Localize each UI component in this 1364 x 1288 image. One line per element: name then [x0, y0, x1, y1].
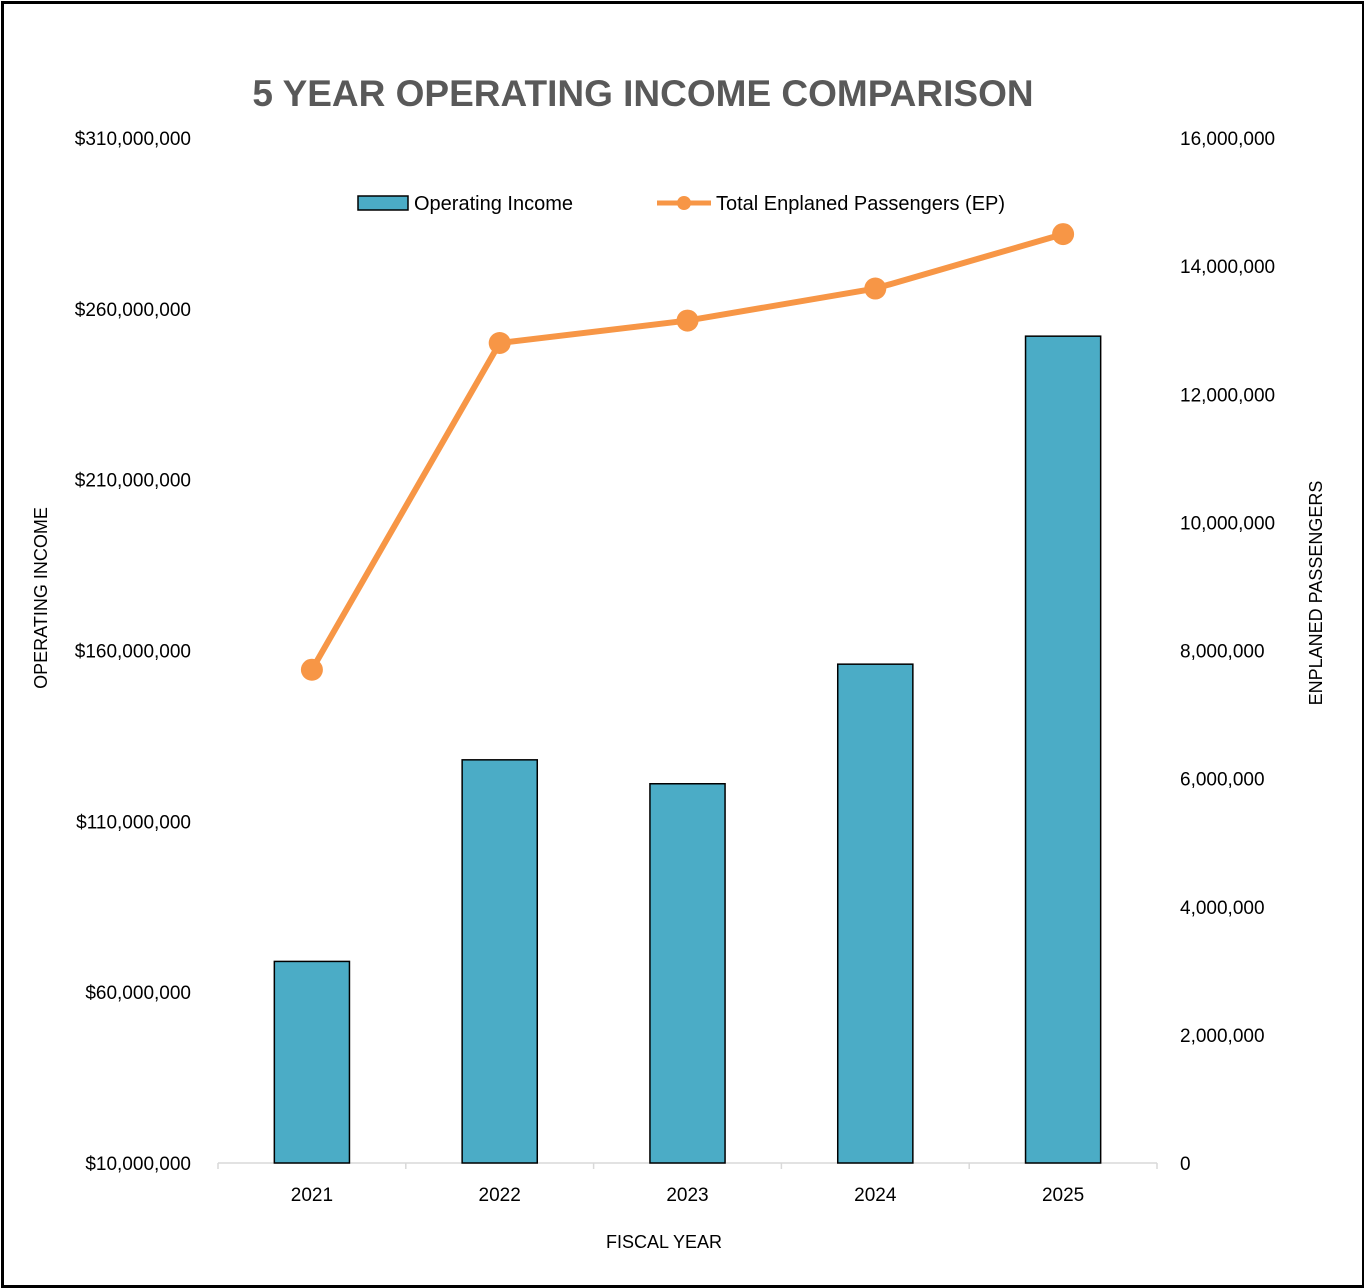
- x-tick-label: 2024: [854, 1185, 897, 1206]
- point-enplaned-passengers: [1052, 223, 1075, 246]
- right-tick-label: 16,000,000: [1180, 129, 1275, 150]
- line-enplaned-passengers: [309, 231, 1064, 672]
- line-series: [300, 223, 1075, 681]
- bar-operating-income: [1024, 335, 1102, 1164]
- right-tick-label: 6,000,000: [1180, 770, 1265, 791]
- bar-operating-income: [836, 663, 914, 1164]
- point-enplaned-passengers: [300, 658, 323, 681]
- right-tick-label: 12,000,000: [1180, 385, 1275, 406]
- x-axis: 2021 2022 2023 2024 2025: [217, 1162, 1158, 1206]
- point-enplaned-passengers: [864, 277, 887, 300]
- left-tick-label: $260,000,000: [75, 300, 191, 321]
- left-axis-ticks: $10,000,000 $60,000,000 $110,000,000 $160,0…: [75, 129, 191, 1175]
- right-axis-title: ENPLANED PASSENGERS: [1306, 481, 1326, 706]
- legend-label-operating-income: Operating Income: [414, 193, 573, 215]
- chart-title: 5 YEAR OPERATING INCOME COMPARISON: [252, 73, 1033, 114]
- bar-operating-income: [461, 759, 539, 1164]
- right-tick-label: 10,000,000: [1180, 513, 1275, 534]
- right-tick-label: 2,000,000: [1180, 1026, 1265, 1047]
- right-tick-label: 4,000,000: [1180, 898, 1265, 919]
- point-enplaned-passengers: [488, 332, 511, 354]
- right-axis-ticks: 0 2,000,000 4,000,000 6,000,000 8,000,000 10,…: [1180, 129, 1275, 1175]
- right-tick-label: 14,000,000: [1180, 257, 1275, 278]
- x-tick-label: 2021: [291, 1185, 333, 1206]
- legend-label-enplaned-passengers: Total Enplaned Passengers (EP): [716, 193, 1005, 215]
- left-tick-label: $310,000,000: [75, 129, 191, 150]
- bars: [273, 335, 1102, 1164]
- x-axis-title: FISCAL YEAR: [606, 1232, 722, 1252]
- legend-swatch-operating-income: [357, 195, 409, 211]
- legend-marker-enplaned-passengers: [677, 196, 691, 210]
- left-tick-label: $160,000,000: [75, 642, 191, 663]
- left-tick-label: $10,000,000: [85, 1154, 191, 1175]
- bar-operating-income: [649, 783, 726, 1164]
- legend: Operating Income Total Enplaned Passenge…: [357, 193, 1005, 215]
- x-tick-label: 2025: [1042, 1185, 1084, 1206]
- point-enplaned-passengers: [676, 309, 699, 332]
- right-tick-label: 8,000,000: [1180, 642, 1265, 663]
- left-tick-label: $210,000,000: [75, 471, 191, 492]
- right-tick-label: 0: [1180, 1154, 1191, 1175]
- x-tick-label: 2022: [479, 1185, 521, 1206]
- left-tick-label: $60,000,000: [85, 983, 191, 1004]
- x-tick-label: 2023: [666, 1185, 708, 1206]
- left-axis-title: OPERATING INCOME: [31, 507, 51, 689]
- left-tick-label: $110,000,000: [76, 812, 191, 833]
- bar-operating-income: [273, 960, 351, 1164]
